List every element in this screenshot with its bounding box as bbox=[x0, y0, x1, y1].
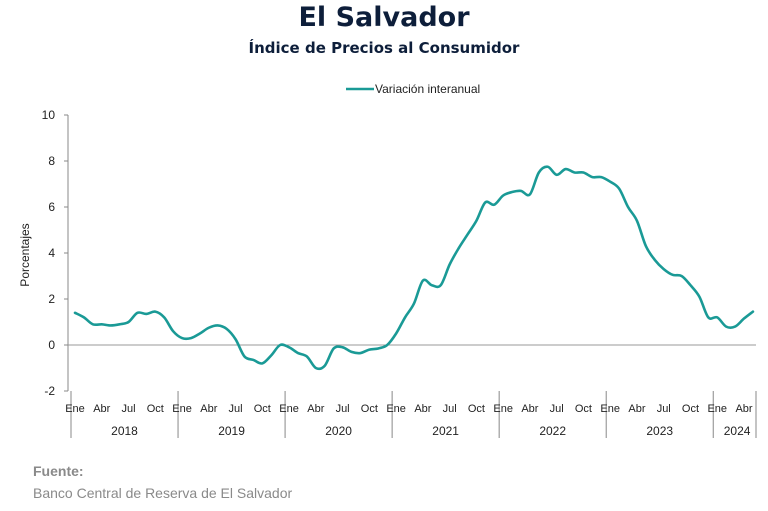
x-tick-label: Jul bbox=[443, 403, 457, 415]
x-tick-label: Ene bbox=[493, 403, 513, 415]
x-tick-label: Abr bbox=[307, 403, 324, 415]
x-tick-label: Oct bbox=[254, 403, 271, 415]
y-axis-label: Porcentajes bbox=[18, 223, 32, 286]
y-tick-label: 2 bbox=[48, 292, 55, 306]
x-tick-label: Abr bbox=[200, 403, 217, 415]
x-tick-label: Abr bbox=[628, 403, 645, 415]
y-tick-label: -2 bbox=[44, 384, 55, 398]
x-tick-label: Abr bbox=[93, 403, 110, 415]
legend-entry-label: Variación interanual bbox=[375, 82, 480, 96]
year-label: 2018 bbox=[111, 424, 138, 438]
x-tick-label: Jul bbox=[229, 403, 243, 415]
y-tick-label: 0 bbox=[48, 338, 55, 352]
chart-subtitle: Índice de Precios al Consumidor bbox=[248, 39, 520, 57]
year-label: 2023 bbox=[646, 424, 673, 438]
y-axis: -2 0 2 4 6 8 10 bbox=[42, 108, 69, 398]
x-tick-label: Abr bbox=[521, 403, 538, 415]
x-tick-label: Oct bbox=[147, 403, 164, 415]
y-tick-label: 10 bbox=[42, 108, 56, 122]
year-label: 2019 bbox=[218, 424, 245, 438]
x-tick-label: Ene bbox=[386, 403, 406, 415]
x-tick-label: Ene bbox=[172, 403, 192, 415]
year-label: 2021 bbox=[432, 424, 459, 438]
chart-title: El Salvador bbox=[298, 2, 470, 33]
year-label: 2024 bbox=[724, 424, 751, 438]
x-tick-label: Oct bbox=[361, 403, 378, 415]
x-tick-label: Jul bbox=[550, 403, 564, 415]
x-tick-label: Jul bbox=[336, 403, 350, 415]
x-tick-label: Oct bbox=[575, 403, 592, 415]
x-tick-label: Ene bbox=[279, 403, 299, 415]
series-line-variacion-interanual bbox=[73, 165, 755, 371]
x-axis: Ene Abr Jul Oct 2018 Ene Abr Jul Oct 2019 Ene Abr Ju… bbox=[65, 391, 757, 438]
x-tick-label: Jul bbox=[121, 403, 135, 415]
y-tick-label: 6 bbox=[48, 200, 55, 214]
year-label: 2022 bbox=[539, 424, 566, 438]
source-label: Fuente: bbox=[33, 463, 84, 479]
y-tick-label: 4 bbox=[48, 246, 55, 260]
y-tick-label: 8 bbox=[48, 154, 55, 168]
source-text: Banco Central de Reserva de El Salvador bbox=[33, 485, 293, 501]
x-tick-label: Jul bbox=[657, 403, 671, 415]
x-tick-label: Ene bbox=[600, 403, 620, 415]
x-tick-label: Oct bbox=[468, 403, 485, 415]
x-tick-label: Abr bbox=[414, 403, 431, 415]
x-tick-label: Abr bbox=[735, 403, 752, 415]
x-tick-label: Ene bbox=[65, 403, 85, 415]
year-label: 2020 bbox=[325, 424, 352, 438]
x-tick-label: Ene bbox=[707, 403, 727, 415]
x-tick-label: Oct bbox=[682, 403, 699, 415]
series-group bbox=[73, 165, 755, 371]
line-chart: -2 0 2 4 6 8 10 Ene Abr Jul Oct 2018 Ene Abr Jul Oct 20… bbox=[18, 82, 757, 438]
legend: Variación interanual bbox=[346, 82, 480, 96]
